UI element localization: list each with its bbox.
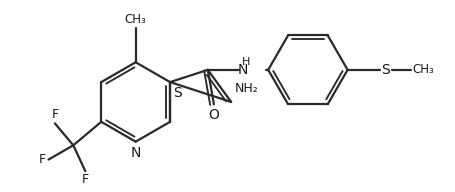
Text: H: H	[243, 57, 251, 67]
Text: F: F	[38, 153, 46, 166]
Text: S: S	[381, 63, 390, 77]
Text: F: F	[82, 173, 89, 186]
Text: N: N	[238, 63, 248, 77]
Text: O: O	[208, 108, 219, 122]
Text: F: F	[51, 108, 59, 121]
Text: S: S	[173, 86, 182, 100]
Text: N: N	[131, 146, 141, 160]
Text: CH₃: CH₃	[125, 13, 147, 26]
Text: CH₃: CH₃	[412, 63, 434, 76]
Text: NH₂: NH₂	[235, 82, 259, 95]
